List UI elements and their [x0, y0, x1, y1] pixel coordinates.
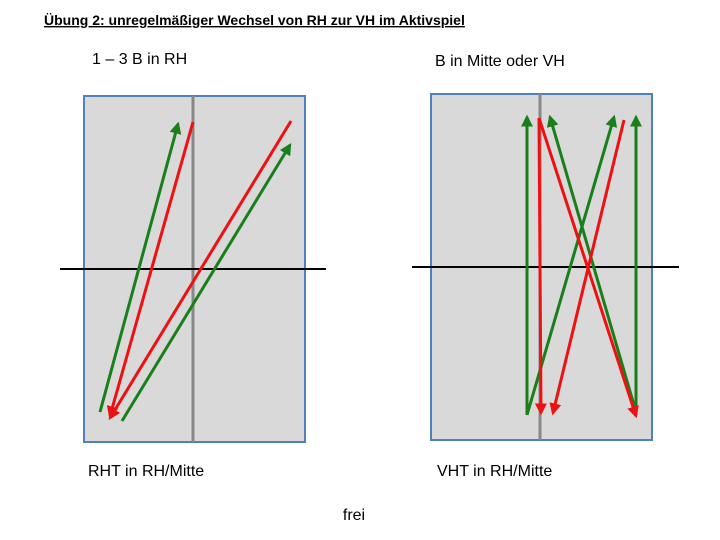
footer: frei	[343, 507, 365, 524]
right-bottom-label: VHT in RH/Mitte	[437, 463, 552, 480]
right-top-label: B in Mitte oder VH	[435, 53, 565, 70]
title: Übung 2: unregelmäßiger Wechsel von RH z…	[44, 12, 465, 28]
left-court	[60, 95, 326, 443]
left-bottom-label: RHT in RH/Mitte	[88, 463, 204, 480]
right-court	[412, 93, 679, 441]
left-top-label: 1 – 3 B in RH	[92, 51, 187, 68]
